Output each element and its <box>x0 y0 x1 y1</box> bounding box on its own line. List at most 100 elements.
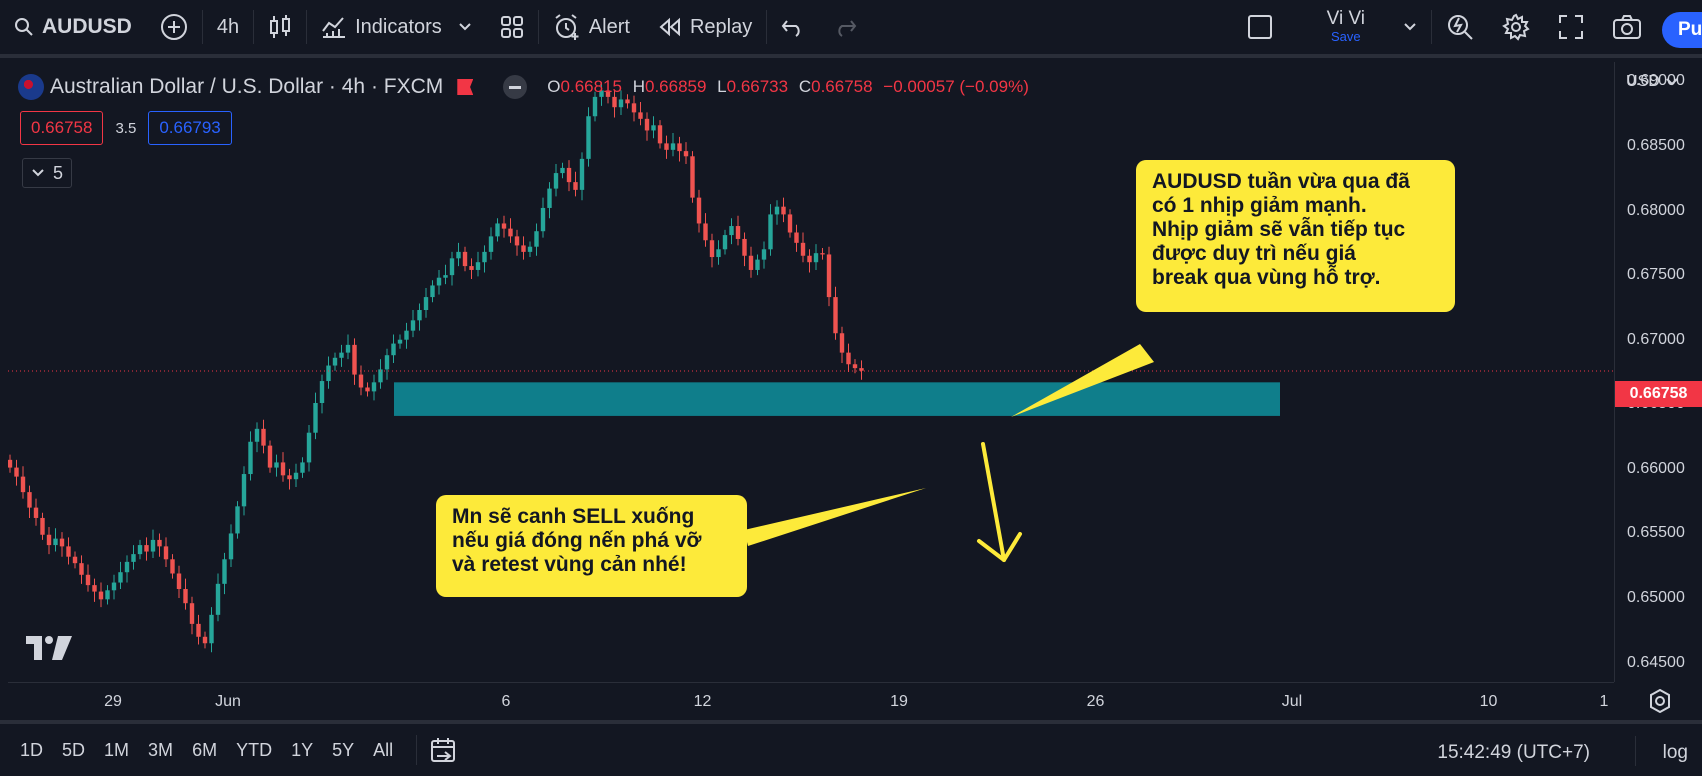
price-tick-label: 0.67000 <box>1627 330 1685 348</box>
candle-body <box>352 344 357 375</box>
layouts-button[interactable] <box>486 0 538 56</box>
range-button-5y[interactable]: 5Y <box>332 739 355 760</box>
range-button-all[interactable]: All <box>373 739 394 760</box>
price-axis[interactable]: 0.690000.685000.680000.675000.670000.665… <box>1614 62 1702 682</box>
range-button-1d[interactable]: 1D <box>20 739 44 760</box>
publish-button[interactable]: Pu <box>1662 12 1702 48</box>
layout-name-button[interactable]: Vi Vi Save <box>1287 0 1389 56</box>
sell-button[interactable]: 0.66758 <box>20 111 104 145</box>
high-value: 0.66859 <box>644 77 707 96</box>
chevron-down-icon <box>459 23 471 31</box>
range-button-ytd[interactable]: YTD <box>236 739 273 760</box>
candle-body <box>111 582 117 591</box>
alarm-clock-icon <box>555 14 579 40</box>
alert-button[interactable]: Alert <box>539 0 644 56</box>
price-tick-label: 0.66000 <box>1627 459 1685 477</box>
candle-body <box>371 382 377 392</box>
layout-select-button[interactable] <box>1233 0 1287 56</box>
compare-symbol-button[interactable] <box>146 0 202 56</box>
candle-body <box>267 445 273 468</box>
range-button-3m[interactable]: 3M <box>148 739 174 760</box>
candle-body <box>222 559 227 584</box>
candle-body <box>430 285 435 298</box>
candle-body <box>118 572 123 583</box>
flag-marker-icon[interactable] <box>457 79 474 95</box>
candle-body <box>729 226 734 236</box>
tradingview-logo-icon[interactable] <box>26 636 72 660</box>
support-zone-rectangle[interactable] <box>394 382 1280 416</box>
candlestick-chart[interactable] <box>8 62 1614 682</box>
grid-icon <box>500 16 523 38</box>
candle-body <box>189 603 195 624</box>
price-tick-label: 0.68500 <box>1627 136 1685 154</box>
candle-body <box>527 246 533 252</box>
chart-type-button[interactable] <box>254 0 306 56</box>
price-tick-label: 0.68000 <box>1627 201 1685 219</box>
symbol-search-button[interactable]: AUDUSD <box>0 0 146 56</box>
candle-body <box>495 223 500 237</box>
buy-button[interactable]: 0.66793 <box>148 111 232 145</box>
fullscreen-button[interactable] <box>1544 0 1598 56</box>
price-tick-label: 0.69000 <box>1627 72 1685 90</box>
collapse-count: 5 <box>53 162 64 183</box>
indicators-button[interactable]: Indicators <box>307 0 486 56</box>
candle-body <box>573 182 578 190</box>
calendar-go-to-icon[interactable] <box>429 736 459 764</box>
interval-button[interactable]: 4h <box>203 0 253 56</box>
settings-button[interactable] <box>1488 0 1544 56</box>
candle-body <box>72 556 78 564</box>
candle-body <box>579 158 585 190</box>
range-selector: 1D 5D 1M 3M 6M YTD 1Y 5Y All <box>20 740 412 761</box>
redo-button[interactable] <box>819 0 871 56</box>
candle-body <box>534 231 539 247</box>
layout-menu-button[interactable] <box>1389 0 1431 56</box>
currency-selector[interactable]: USD <box>1626 73 1678 91</box>
candle-body <box>215 583 221 615</box>
candle-body <box>722 235 728 250</box>
candle-body <box>670 143 676 150</box>
rewind-icon <box>659 17 680 37</box>
range-button-1m[interactable]: 1M <box>104 739 130 760</box>
chart-pane[interactable] <box>8 62 1614 682</box>
candle-body <box>183 589 188 604</box>
candle-body <box>176 573 182 589</box>
candle-body <box>748 255 754 270</box>
callout-text-1[interactable]: AUDUSD tuần vừa qua đã có 1 nhịp giảm mạ… <box>1136 160 1455 312</box>
replay-button[interactable]: Replay <box>644 0 766 56</box>
camera-icon <box>1613 15 1641 39</box>
candle-body <box>163 546 169 560</box>
close-key: C <box>798 77 812 96</box>
indicators-collapse-button[interactable]: 5 <box>22 158 73 188</box>
candle-body <box>85 574 91 586</box>
minus-icon <box>509 85 522 89</box>
log-scale-toggle[interactable]: log <box>1662 742 1688 763</box>
candle-body <box>716 249 721 258</box>
candle-body <box>105 590 110 600</box>
toolbar-divider <box>1431 10 1432 44</box>
range-button-5d[interactable]: 5D <box>62 739 86 760</box>
low-key: L <box>717 77 727 96</box>
square-icon <box>1247 15 1272 39</box>
range-button-1y[interactable]: 1Y <box>291 739 314 760</box>
time-axis[interactable]: 29 Jun 6 12 19 26 Jul 10 1 <box>8 682 1614 720</box>
candle-body <box>391 343 396 356</box>
callout-text-2[interactable]: Mn sẽ canh SELL xuống nếu giá đóng nến p… <box>436 495 747 597</box>
candle-body <box>475 262 481 270</box>
undo-button[interactable] <box>767 0 819 56</box>
ohlc-values: O0.66815 H0.66859 L0.66733 C0.66758 −0.0… <box>547 77 1035 97</box>
range-button-6m[interactable]: 6M <box>192 739 218 760</box>
time-tick-label: 1 <box>1599 693 1609 710</box>
candle-body <box>339 352 344 358</box>
collapse-legend-button[interactable] <box>503 75 528 99</box>
candle-body <box>443 275 448 278</box>
snapshot-button[interactable] <box>1598 0 1702 56</box>
symbol-title[interactable]: Australian Dollar / U.S. Dollar · 4h · F… <box>50 75 444 98</box>
quick-search-button[interactable] <box>1432 0 1488 56</box>
candle-body <box>228 533 234 560</box>
candle-body <box>553 173 559 189</box>
save-label: Save <box>1330 29 1361 45</box>
candle-body <box>365 387 370 392</box>
candle-body <box>79 563 84 575</box>
axis-settings-icon[interactable] <box>1648 689 1672 713</box>
clock-timezone[interactable]: 15:42:49 (UTC+7) <box>1437 742 1590 763</box>
